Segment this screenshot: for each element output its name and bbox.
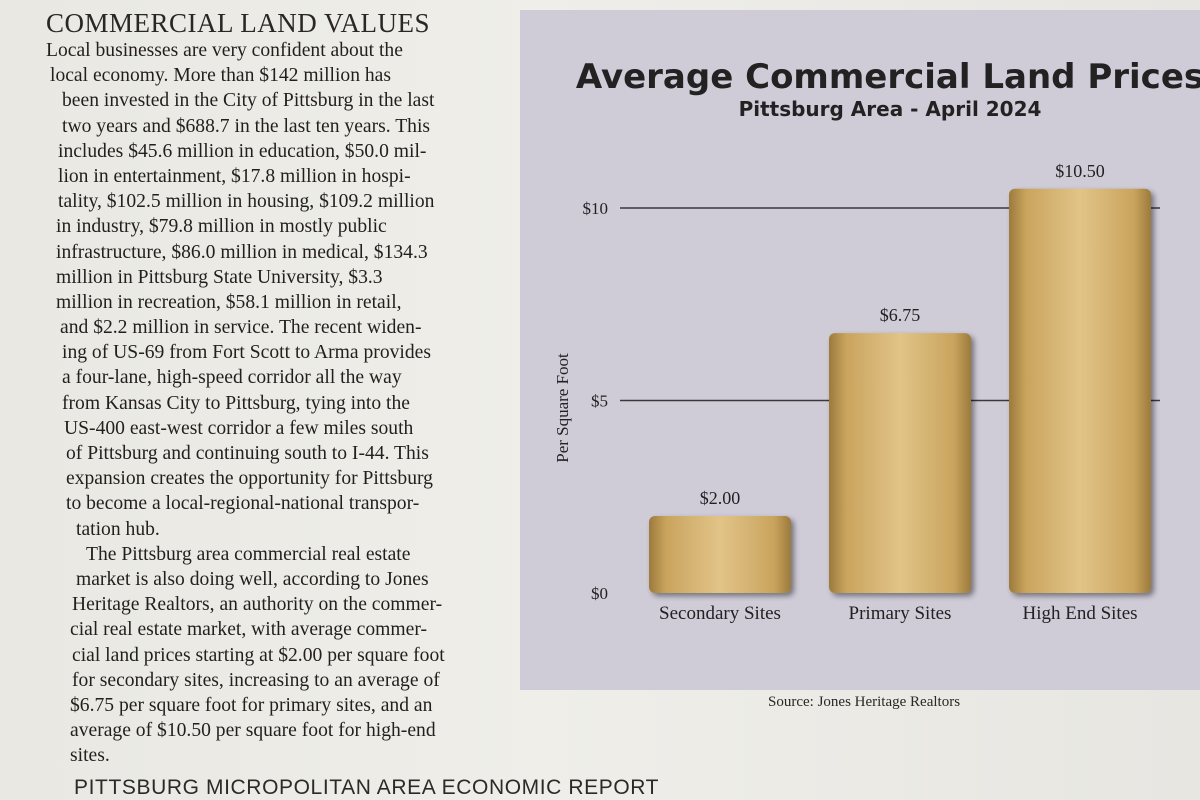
article-line: expansion creates the opportunity for Pi… [66,468,433,490]
article-line: infrastructure, $86.0 million in medical… [56,241,428,263]
chart-source: Source: Jones Heritage Realtors [768,694,961,710]
article-line: to become a local-regional-national tran… [66,493,420,515]
chart-title: Average Commercial Land Prices [576,57,1200,97]
article-line: $6.75 per square foot for primary sites,… [70,694,433,716]
bar [829,333,971,593]
article-line: cial land prices starting at $2.00 per s… [72,644,445,666]
article-line: local economy. More than $142 million ha… [50,65,392,87]
bar [649,516,791,593]
article-line: The Pittsburg area commercial real estat… [86,543,411,565]
article-line: average of $10.50 per square foot for hi… [70,720,436,742]
bar-value-label: $2.00 [700,488,741,508]
article-line: tation hub. [76,518,160,540]
bar-value-label: $10.50 [1055,161,1105,181]
chart-panel: Average Commercial Land Prices Pittsburg … [520,10,1200,690]
article-line: cial real estate market, with average co… [70,619,428,641]
article-line: been invested in the City of Pittsburg i… [62,90,435,112]
article-body: Local businesses are very confident abou… [46,38,516,768]
article-line: from Kansas City to Pittsburg, tying int… [62,392,410,414]
article-line: lion in entertainment, $17.8 million in … [58,165,411,187]
article-heading: COMMERCIAL LAND VALUES [46,8,431,38]
x-tick-label: Primary Sites [849,603,952,624]
article-line: Local businesses are very confident abou… [46,40,403,61]
article-line: sites. [70,745,110,767]
article-line: market is also doing well, according to … [76,568,429,590]
article-line: tality, $102.5 million in housing, $109.… [58,191,435,213]
article-line: ing of US-69 from Fort Scott to Arma pro… [62,342,431,364]
chart-subtitle: Pittsburg Area - April 2024 [739,97,1042,121]
article-line: in industry, $79.8 million in mostly pub… [56,216,387,238]
article-line: of Pittsburg and continuing south to I-4… [66,443,429,464]
y-tick-label: $5 [591,392,608,411]
article-line: includes $45.6 million in education, $50… [58,140,427,162]
y-axis-label: Per Square Foot [553,353,572,463]
y-tick-label: $0 [591,584,608,603]
article-line: US-400 east-west corridor a few miles so… [64,417,414,439]
bar [1009,188,1151,593]
article-line: million in recreation, $58.1 million in … [56,291,402,313]
x-tick-label: High End Sites [1022,603,1137,624]
y-tick-label: $10 [583,199,609,218]
bar-value-label: $6.75 [880,305,921,325]
bar-chart: Average Commercial Land PricesPittsburg … [553,57,1200,624]
article-line: million in Pittsburg State University, $… [56,266,383,288]
article-line: and $2.2 million in service. The recent … [60,317,422,339]
article-line: Heritage Realtors, an authority on the c… [72,594,443,616]
report-footer-title: PITTSBURG MICROPOLITAN AREA ECONOMIC REP… [74,776,660,799]
article-line: a four-lane, high-speed corridor all the… [62,367,402,389]
article-line: for secondary sites, increasing to an av… [72,669,440,691]
article-line: two years and $688.7 in the last ten yea… [62,115,431,137]
x-tick-label: Secondary Sites [659,603,781,624]
